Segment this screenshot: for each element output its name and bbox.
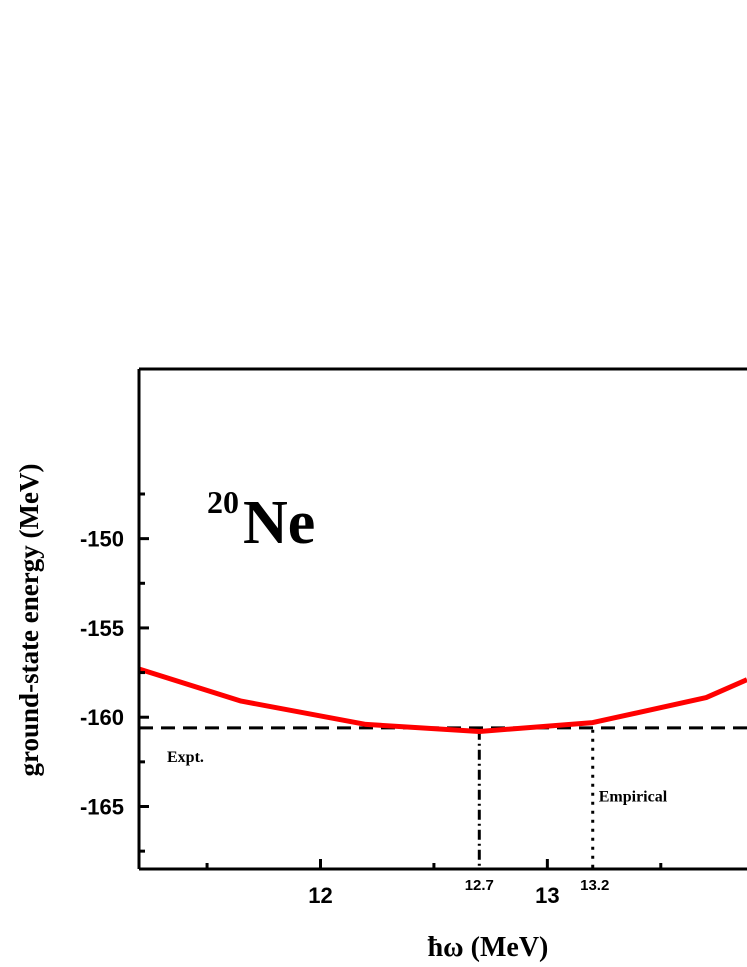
x-axis-title: ħω (MeV) bbox=[428, 932, 549, 963]
y-axis-title: ground-state energy (MeV) bbox=[14, 464, 44, 777]
axis-ticks bbox=[139, 492, 663, 869]
x-tick-label: 12 bbox=[308, 883, 332, 908]
ref-line-13-2-label: 13.2 bbox=[580, 877, 609, 894]
y-tick-label: -160 bbox=[80, 705, 124, 730]
x-tick-label: 13 bbox=[535, 883, 559, 908]
empirical-annotation: Empirical bbox=[599, 789, 668, 806]
expt-annotation: Expt. bbox=[167, 749, 204, 766]
y-tick-label: -155 bbox=[80, 616, 124, 641]
nucleus-mass-number: 20 bbox=[207, 484, 239, 520]
plot-content bbox=[138, 666, 747, 869]
y-tick-label: -150 bbox=[80, 527, 124, 552]
y-tick-label: -165 bbox=[80, 795, 124, 820]
series-line-0 bbox=[138, 666, 747, 734]
nucleus-label: 20 Ne bbox=[207, 484, 315, 557]
ref-line-12-7-label: 12.7 bbox=[465, 877, 494, 894]
nucleus-symbol: Ne bbox=[243, 489, 315, 557]
axis-tick-labels: 12 13 -150 -155 -160 -165 bbox=[80, 527, 560, 908]
